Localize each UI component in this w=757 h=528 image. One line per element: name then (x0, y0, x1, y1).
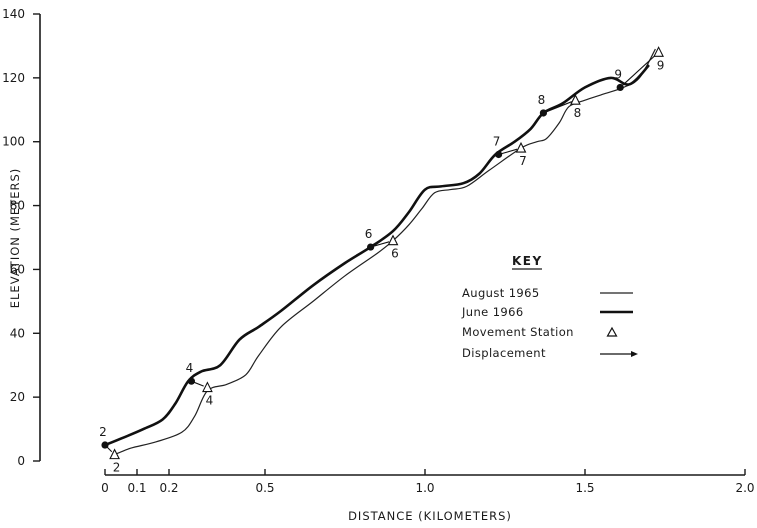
station-6: 66 (365, 227, 399, 261)
station-8: 88 (538, 93, 582, 120)
legend-title: KEY (512, 254, 543, 268)
x-ticks: 0 0.1 0.2 0.5 1.0 1.5 2.0 (101, 469, 755, 495)
station-6-label-aug: 6 (391, 247, 399, 261)
x-tick-label-1.0: 1.0 (415, 481, 434, 495)
x-tick-label-1.5: 1.5 (575, 481, 594, 495)
y-tick-label-120: 120 (2, 71, 25, 85)
x-tick-label-0.2: 0.2 (159, 481, 178, 495)
y-tick-label-80: 80 (10, 199, 25, 213)
y-tick-label-20: 20 (10, 390, 25, 404)
station-7-label-aug: 7 (519, 154, 527, 168)
station-4-aug-triangle-icon (202, 381, 213, 393)
station-4-label-aug: 4 (206, 394, 214, 408)
y-axis-title: ELEVATION (METERS) (8, 168, 22, 309)
series-line-june-1966 (104, 64, 650, 447)
legend-symbol-triangle-icon (606, 326, 618, 337)
station-2-label-aug: 2 (113, 461, 121, 475)
x-tick-label-2.0: 2.0 (735, 481, 754, 495)
x-tick-label-0.5: 0.5 (255, 481, 274, 495)
station-9-aug-triangle-icon (653, 46, 664, 57)
station-7-jun-dot (495, 150, 503, 159)
x-tick-label-0: 0 (101, 481, 109, 495)
y-tick-label-0: 0 (17, 454, 25, 468)
station-9-jun-dot (616, 83, 624, 92)
station-8-displacement-line (543, 101, 572, 114)
station-7-aug-triangle-icon (515, 141, 527, 153)
x-tick-label-0.1: 0.1 (127, 481, 146, 495)
station-2-aug-triangle-icon (109, 448, 120, 460)
legend-label-displacement: Displacement (462, 346, 546, 360)
station-6-label-june: 6 (365, 227, 373, 241)
station-4-jun-dot (187, 377, 195, 385)
legend-label-movement-station: Movement Station (462, 325, 574, 339)
x-axis-title: DISTANCE (KILOMETERS) (348, 509, 512, 523)
series-lines (104, 48, 656, 456)
legend-label-august-1965: August 1965 (462, 286, 540, 300)
legend-symbol-arrow-icon (631, 351, 638, 357)
station-9-label-aug: 9 (657, 58, 665, 72)
legend-label-june-1966: June 1966 (461, 305, 524, 319)
station-6-jun-dot (367, 243, 375, 251)
station-2-label-june: 2 (99, 425, 107, 439)
series-line-august-1965 (114, 48, 656, 456)
station-2: 22 (99, 425, 120, 475)
station-7-label-june: 7 (493, 134, 501, 148)
station-8-jun-dot (539, 109, 548, 117)
station-6-aug-triangle-icon (387, 234, 399, 246)
y-tick-label-100: 100 (2, 135, 25, 149)
station-4: 44 (186, 361, 214, 407)
station-8-aug-triangle-icon (570, 93, 581, 105)
station-8-label-june: 8 (538, 93, 546, 107)
station-4-label-june: 4 (186, 361, 194, 375)
station-8-label-aug: 8 (574, 106, 582, 120)
y-ticks: 0 20 40 60 80 100 120 140 (2, 7, 40, 468)
station-9-label-june: 9 (614, 67, 622, 81)
station-9-displacement-line (619, 54, 657, 88)
y-tick-label-60: 60 (10, 262, 25, 276)
y-tick-label-40: 40 (10, 326, 25, 340)
station-7: 77 (493, 134, 527, 168)
y-tick-label-140: 140 (2, 7, 25, 21)
legend: KEY August 1965 June 1966 Movement Stati… (461, 254, 638, 360)
station-2-jun-dot (101, 441, 109, 449)
station-9: 99 (614, 46, 665, 92)
